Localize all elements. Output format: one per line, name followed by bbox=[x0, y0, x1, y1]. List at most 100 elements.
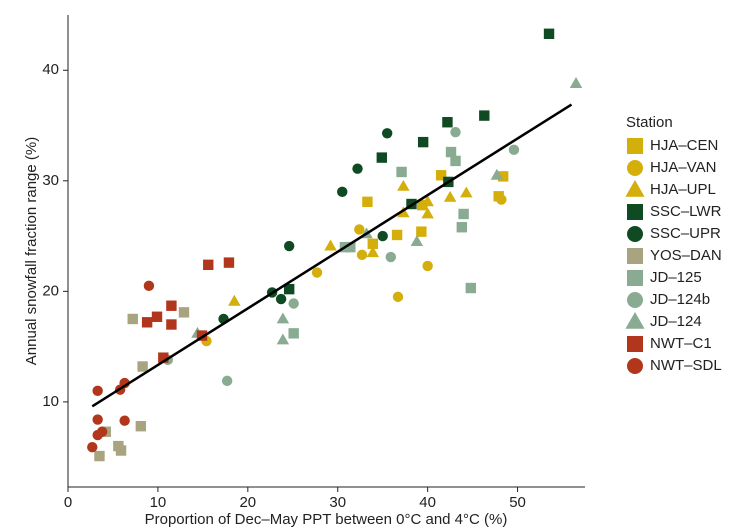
point bbox=[115, 445, 127, 456]
point bbox=[417, 136, 429, 148]
point bbox=[158, 352, 169, 363]
point bbox=[283, 283, 295, 295]
point bbox=[288, 328, 299, 339]
point bbox=[275, 293, 287, 305]
legend-label: JD–125 bbox=[650, 269, 702, 286]
point bbox=[443, 190, 457, 202]
point bbox=[508, 144, 520, 156]
point bbox=[435, 170, 447, 181]
point bbox=[392, 291, 404, 303]
point bbox=[141, 317, 153, 328]
legend-label: SSC–LWR bbox=[650, 203, 722, 220]
point bbox=[450, 126, 461, 138]
legend-label: NWT–C1 bbox=[650, 335, 712, 352]
x-tick-label: 10 bbox=[150, 494, 167, 511]
point bbox=[288, 298, 299, 309]
point bbox=[223, 257, 235, 268]
point bbox=[352, 163, 363, 174]
x-axis-label: Proportion of Dec–May PPT between 0°C an… bbox=[145, 511, 508, 528]
point bbox=[228, 294, 241, 306]
legend-label: YOS–DAN bbox=[650, 247, 722, 264]
point bbox=[397, 179, 410, 191]
point bbox=[119, 415, 130, 426]
point bbox=[92, 385, 103, 397]
legend-swatch bbox=[627, 138, 643, 154]
legend-swatch bbox=[627, 358, 643, 374]
legend-label: HJA–CEN bbox=[650, 137, 718, 154]
point bbox=[421, 195, 434, 207]
point bbox=[324, 239, 337, 251]
point bbox=[276, 333, 290, 345]
legend-label: JD–124 bbox=[650, 313, 702, 330]
point bbox=[396, 166, 407, 178]
legend-swatch bbox=[625, 180, 645, 197]
x-tick-label: 0 bbox=[64, 494, 72, 511]
point bbox=[92, 414, 103, 425]
point bbox=[203, 259, 214, 271]
point bbox=[354, 224, 365, 235]
legend-swatch bbox=[627, 292, 643, 308]
point bbox=[479, 110, 490, 121]
point bbox=[377, 230, 388, 242]
point bbox=[143, 280, 155, 292]
point bbox=[151, 311, 163, 322]
point bbox=[456, 222, 468, 233]
y-tick-label: 20 bbox=[42, 282, 59, 299]
point bbox=[460, 186, 473, 198]
point bbox=[465, 282, 477, 294]
point bbox=[421, 207, 434, 219]
point bbox=[356, 249, 368, 261]
point bbox=[385, 251, 396, 263]
point bbox=[450, 155, 461, 167]
legend-swatch bbox=[627, 270, 643, 286]
y-tick-label: 30 bbox=[42, 172, 59, 189]
y-axis-label: Annual snowfall fraction range (%) bbox=[23, 137, 40, 365]
point bbox=[391, 229, 403, 241]
point bbox=[178, 307, 190, 318]
point bbox=[166, 319, 177, 330]
point bbox=[569, 77, 583, 88]
point bbox=[337, 186, 348, 198]
point bbox=[127, 313, 138, 325]
point bbox=[381, 128, 393, 139]
point bbox=[367, 238, 379, 250]
point bbox=[422, 260, 433, 272]
legend-swatch bbox=[627, 336, 643, 352]
point bbox=[166, 300, 177, 311]
fit-line bbox=[91, 103, 573, 408]
point bbox=[458, 208, 469, 220]
point bbox=[410, 235, 424, 247]
point bbox=[311, 267, 323, 278]
legend-label: HJA–VAN bbox=[650, 159, 716, 176]
legend-label: NWT–SDL bbox=[650, 357, 722, 374]
point bbox=[87, 442, 98, 453]
point bbox=[496, 194, 507, 205]
x-tick-label: 40 bbox=[419, 494, 436, 511]
legend-label: HJA–UPL bbox=[650, 181, 716, 198]
legend-swatch bbox=[627, 204, 643, 220]
point bbox=[276, 312, 290, 324]
point bbox=[94, 450, 105, 462]
point bbox=[137, 361, 148, 372]
point bbox=[543, 28, 555, 39]
point bbox=[497, 171, 509, 182]
point bbox=[362, 196, 373, 208]
point bbox=[345, 241, 356, 253]
y-tick-label: 10 bbox=[42, 393, 59, 410]
legend-swatch bbox=[627, 160, 643, 176]
legend-label: JD–124b bbox=[650, 291, 710, 308]
legend-swatch bbox=[627, 226, 643, 242]
point bbox=[442, 117, 453, 128]
legend-title: Station bbox=[626, 114, 673, 131]
legend-swatch bbox=[627, 248, 643, 264]
point bbox=[283, 240, 295, 252]
point bbox=[135, 421, 147, 432]
x-tick-label: 20 bbox=[239, 494, 256, 511]
point bbox=[221, 375, 233, 387]
point bbox=[196, 330, 208, 341]
point bbox=[92, 429, 103, 441]
point bbox=[416, 226, 427, 237]
x-tick-label: 50 bbox=[509, 494, 526, 511]
point bbox=[366, 246, 380, 258]
